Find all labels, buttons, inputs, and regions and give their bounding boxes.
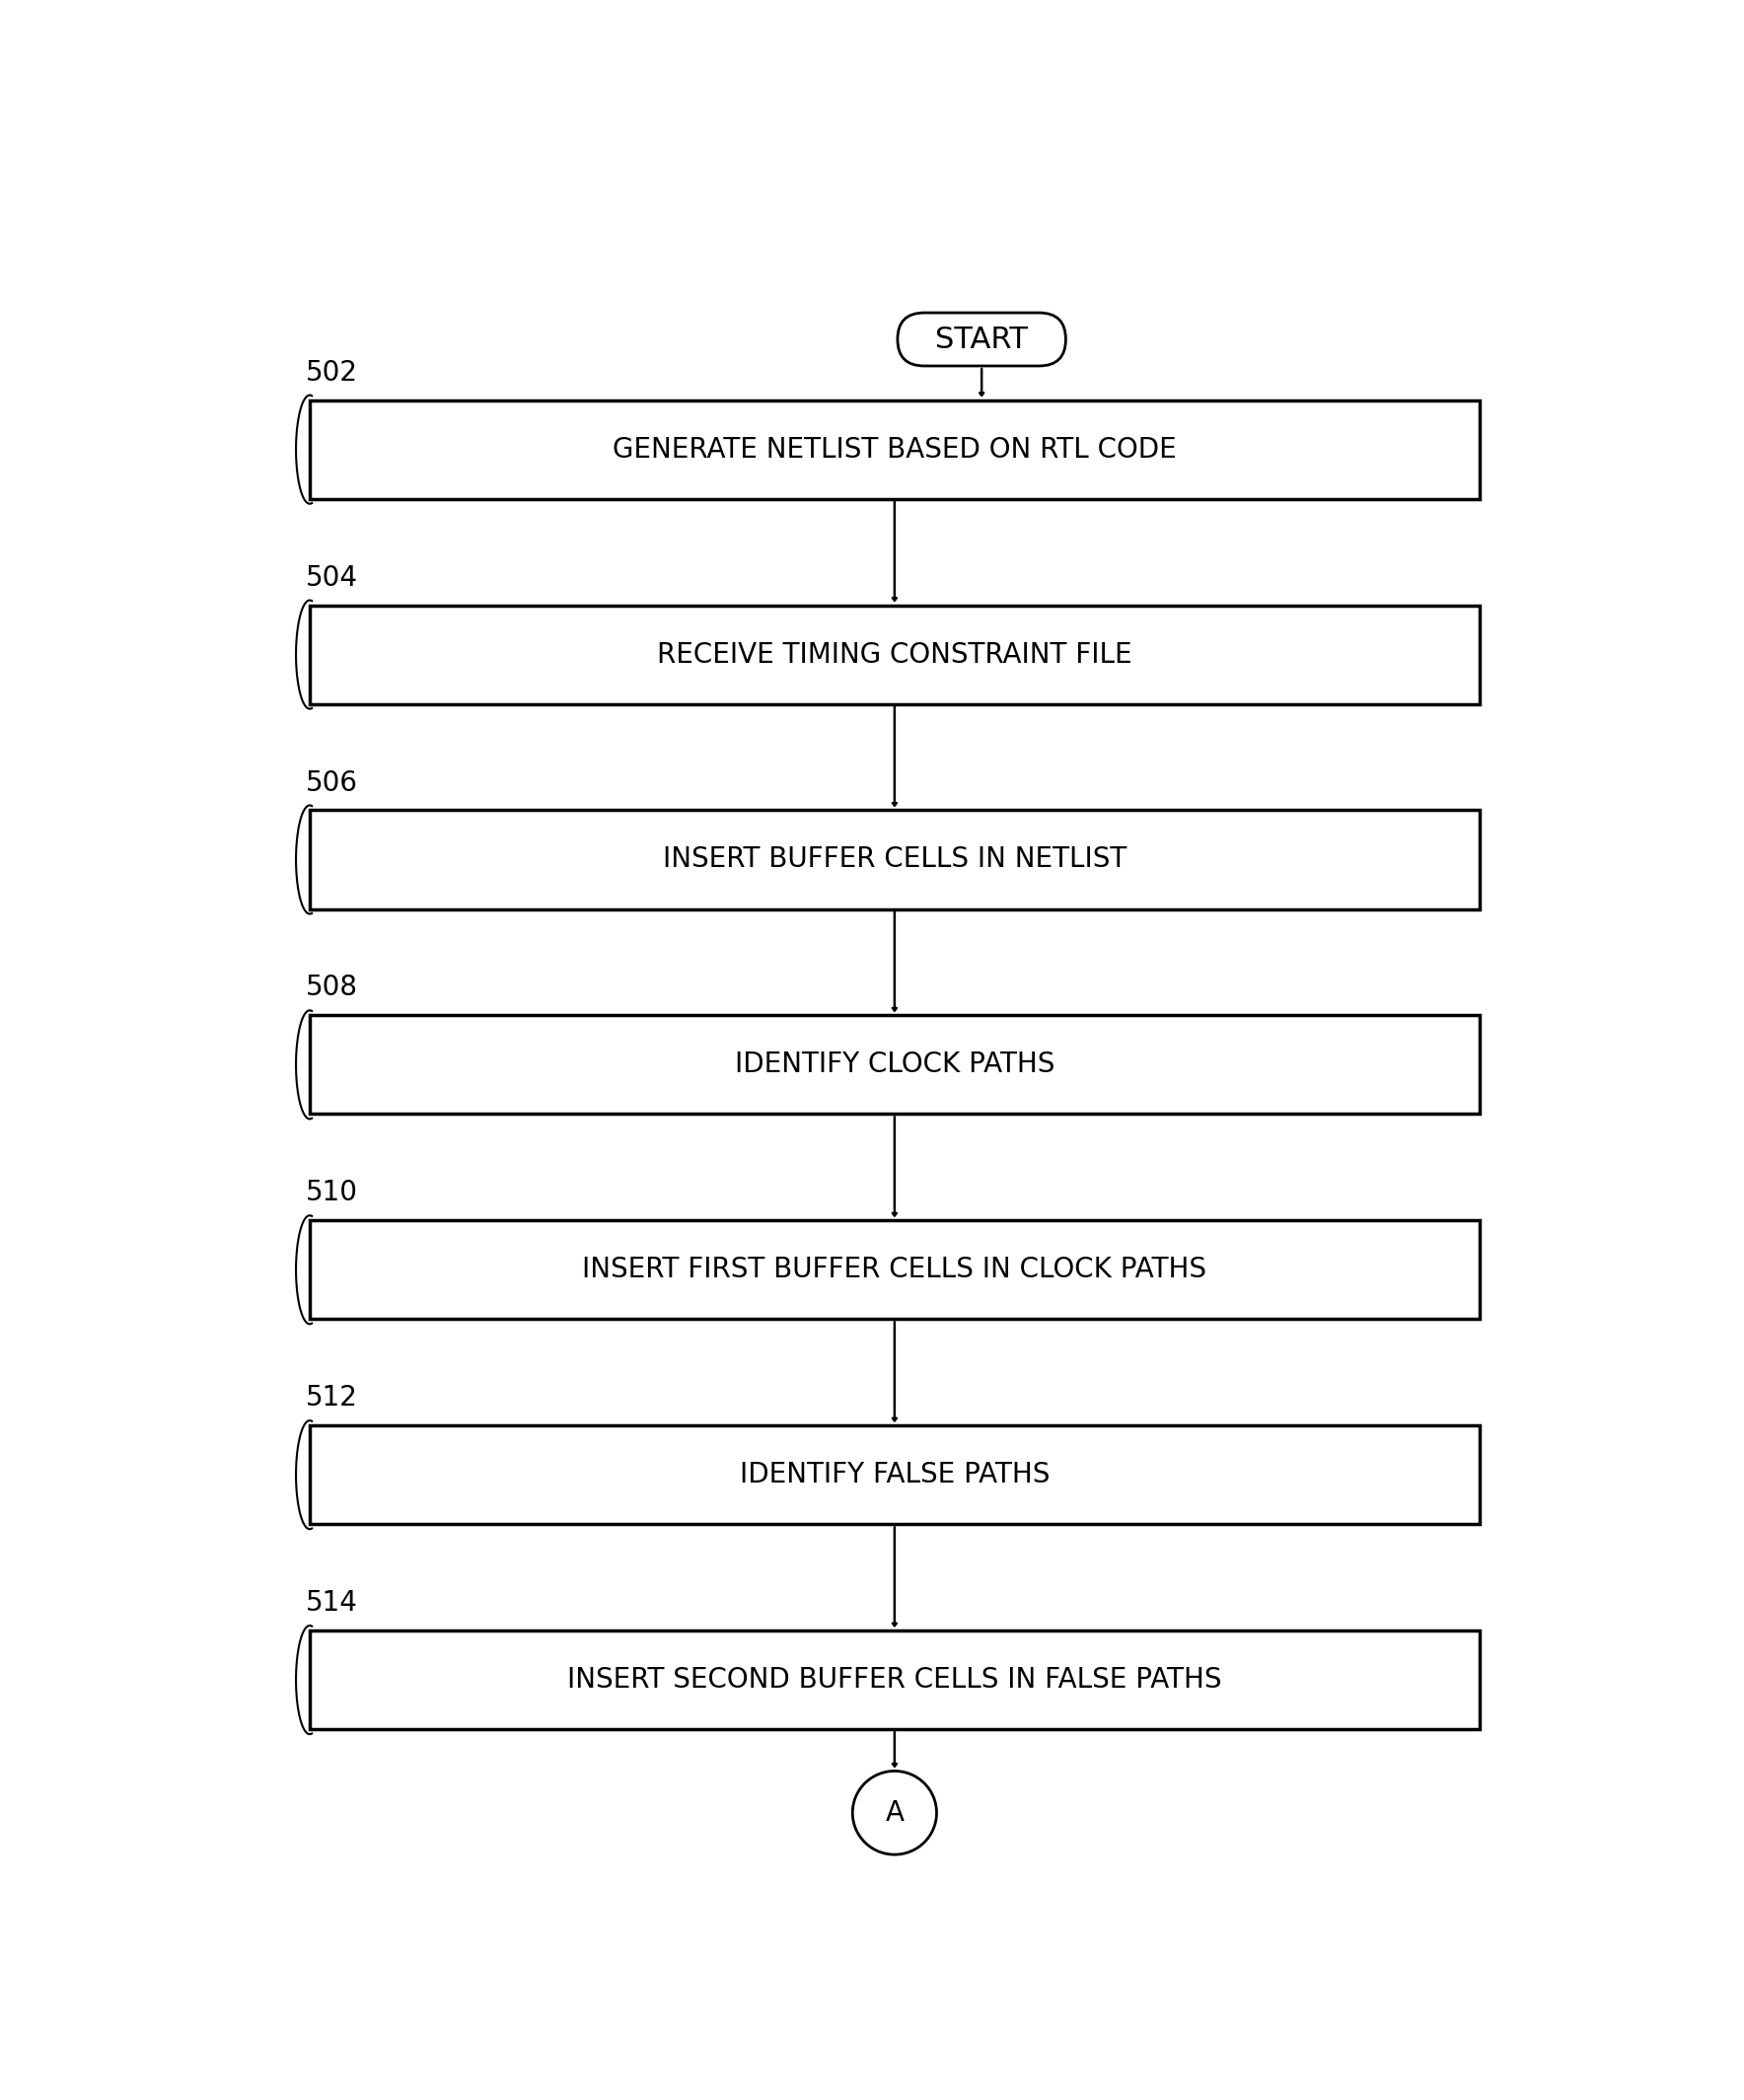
Bar (310, 811, 1479, 909)
Circle shape (853, 1770, 937, 1854)
Text: 510: 510 (305, 1178, 358, 1208)
Text: 508: 508 (305, 974, 358, 1002)
Text: IDENTIFY FALSE PATHS: IDENTIFY FALSE PATHS (739, 1462, 1050, 1489)
Text: 506: 506 (305, 769, 358, 796)
Text: RECEIVE TIMING CONSTRAINT FILE: RECEIVE TIMING CONSTRAINT FILE (657, 640, 1132, 668)
Text: GENERATE NETLIST BASED ON RTL CODE: GENERATE NETLIST BASED ON RTL CODE (612, 435, 1177, 464)
Bar (310, 1014, 1479, 1113)
Text: IDENTIFY CLOCK PATHS: IDENTIFY CLOCK PATHS (734, 1050, 1055, 1079)
Bar (310, 1426, 1479, 1525)
Text: 512: 512 (305, 1384, 358, 1411)
Bar (310, 1630, 1479, 1728)
Text: INSERT SECOND BUFFER CELLS IN FALSE PATHS: INSERT SECOND BUFFER CELLS IN FALSE PATH… (567, 1665, 1223, 1695)
Text: 502: 502 (305, 359, 358, 386)
Text: A: A (886, 1800, 903, 1827)
Text: INSERT BUFFER CELLS IN NETLIST: INSERT BUFFER CELLS IN NETLIST (663, 846, 1127, 874)
Text: 514: 514 (305, 1590, 358, 1617)
Bar (310, 605, 1479, 704)
Bar (310, 401, 1479, 500)
FancyBboxPatch shape (898, 313, 1066, 365)
Text: INSERT FIRST BUFFER CELLS IN CLOCK PATHS: INSERT FIRST BUFFER CELLS IN CLOCK PATHS (582, 1256, 1207, 1283)
Text: START: START (935, 326, 1027, 353)
Bar (310, 1220, 1479, 1319)
Text: 504: 504 (305, 565, 358, 592)
